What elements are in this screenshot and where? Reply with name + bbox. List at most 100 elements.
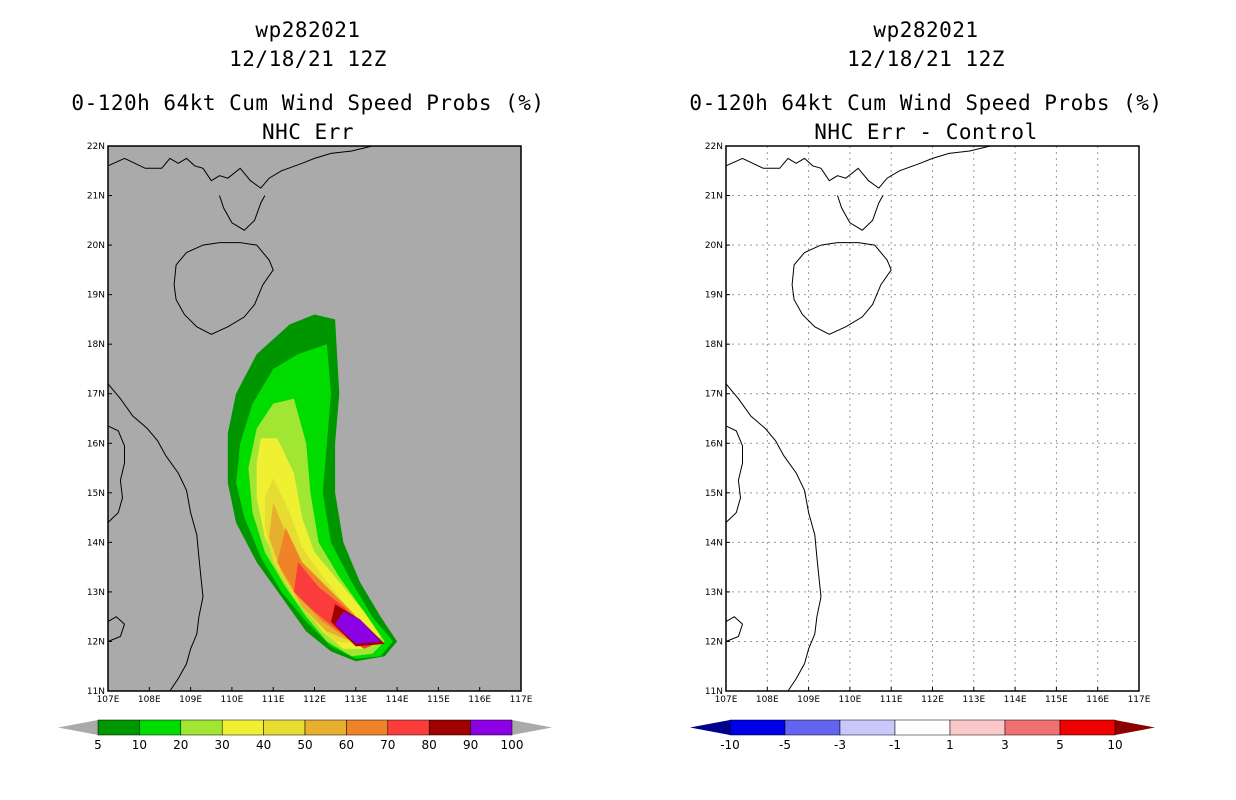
left-y-tick-label: 17N [87,390,105,400]
left-y-tick-label: 14N [87,538,105,548]
left-x-tick-label: 109E [179,695,202,705]
left-datetime: 12/18/21 12Z [229,47,387,71]
right-colorbar-swatch [839,719,896,736]
left-x-tick-label: 116E [468,695,491,705]
right-plot: 107E 108E 109E 110E 111E 112E 113E 114E 115E 116E… [705,142,1151,705]
left-storm-id: wp282021 [255,18,361,42]
right-coastline [725,616,744,642]
left-colorbar-swatch [346,719,389,736]
right-colorbar-swatch [784,719,841,736]
right-datetime: 12/18/21 12Z [847,47,1005,71]
left-x-tick-label: 115E [427,695,450,705]
left-x-tick-label: 114E [386,695,409,705]
left-colorbar-swatch [180,719,223,736]
left-coastline [107,145,373,189]
right-y-tick-label: 21N [705,192,723,202]
right-y-tick-label: 22N [705,142,723,152]
left-title: 0-120h 64kt Cum Wind Speed Probs (%) [71,91,545,115]
left-x-tick-label: 111E [262,695,285,705]
left-coastline [173,242,274,335]
right-coastline [791,242,892,335]
left-y-tick-label: 22N [87,142,105,152]
left-x-tick-label: 110E [220,695,243,705]
right-coastline [725,383,822,692]
right-colorbar-swatch [894,719,951,736]
right-coastline [725,145,991,189]
right-y-tick-label: 12N [705,637,723,647]
right-y-tick-label: 18N [705,340,723,350]
right-storm-id: wp282021 [873,18,979,42]
right-y-tick-label: 19N [705,291,723,301]
left-colorbar-label: 20 [173,738,188,752]
left-colorbar-swatch [221,719,264,736]
right-x-tick-label: 109E [797,695,820,705]
right-y-tick-label: 11N [705,687,723,697]
left-colorbar-swatch [470,719,513,736]
left-colorbar: 5 10 20 30 40 50 60 70 80 90 100 [58,719,552,752]
right-colorbar-swatch [1059,719,1116,736]
left-y-tick-label: 13N [87,588,105,598]
right-x-tick-label: 110E [838,695,861,705]
right-y-tick-label: 14N [705,538,723,548]
left-y-tick-label: 18N [87,340,105,350]
left-y-tick-label: 15N [87,489,105,499]
right-subtitle: NHC Err - Control [814,120,1038,144]
left-y-tick-label: 20N [87,241,105,251]
right-coastline [725,425,743,523]
right-y-tick-label: 17N [705,390,723,400]
left-x-tick-label: 112E [303,695,326,705]
right-colorbar-swatch [1004,719,1061,736]
left-colorbar-label: 40 [256,738,271,752]
right-y-tick-label: 13N [705,588,723,598]
right-colorbar-swatch [729,719,786,736]
right-x-tick-label: 113E [962,695,985,705]
left-colorbar-swatch [387,719,430,736]
left-colorbar-swatch [139,719,182,736]
left-colorbar-label: 50 [297,738,312,752]
right-colorbar-label: -1 [889,738,901,752]
left-colorbar-swatch [263,719,306,736]
left-y-tick-label: 21N [87,192,105,202]
right-colorbar-label: -10 [720,738,740,752]
right-coastline [837,195,884,231]
right-x-tick-label: 114E [1004,695,1027,705]
right-x-tick-label: 108E [756,695,779,705]
right-x-tick-label: 116E [1086,695,1109,705]
right-colorbar-over-triangle [1115,720,1155,735]
right-x-tick-label: 112E [921,695,944,705]
right-colorbar-under-triangle [690,720,730,735]
left-colorbar-under-triangle [58,720,98,735]
left-colorbar-label: 100 [501,738,524,752]
right-x-tick-label: 117E [1128,695,1151,705]
left-colorbar-label: 80 [422,738,437,752]
left-colorbar-swatch [428,719,471,736]
right-colorbar-swatch [949,719,1006,736]
right-colorbar-label: -5 [779,738,791,752]
left-x-tick-label: 107E [97,695,120,705]
left-coastline [107,425,125,523]
left-colorbar-swatch [97,719,140,736]
right-y-tick-label: 16N [705,439,723,449]
left-contour-90 [335,611,381,644]
right-colorbar-label: 5 [1056,738,1064,752]
left-y-tick-label: 16N [87,439,105,449]
left-colorbar-label: 70 [380,738,395,752]
right-title: 0-120h 64kt Cum Wind Speed Probs (%) [689,91,1163,115]
left-x-tick-label: 117E [510,695,533,705]
left-colorbar-label: 5 [94,738,102,752]
right-colorbar-label: 3 [1001,738,1009,752]
right-x-tick-label: 107E [715,695,738,705]
left-coastline [219,195,266,231]
right-x-tick-label: 111E [880,695,903,705]
right-colorbar: -10 -5 -3 -1 1 3 5 10 [690,719,1155,752]
left-y-tick-label: 19N [87,291,105,301]
right-y-tick-label: 20N [705,241,723,251]
right-colorbar-label: -3 [834,738,846,752]
left-colorbar-label: 90 [463,738,478,752]
left-colorbar-label: 60 [339,738,354,752]
left-coastline [107,616,126,642]
right-x-tick-label: 115E [1045,695,1068,705]
left-y-tick-label: 12N [87,637,105,647]
left-coastline [107,383,204,692]
